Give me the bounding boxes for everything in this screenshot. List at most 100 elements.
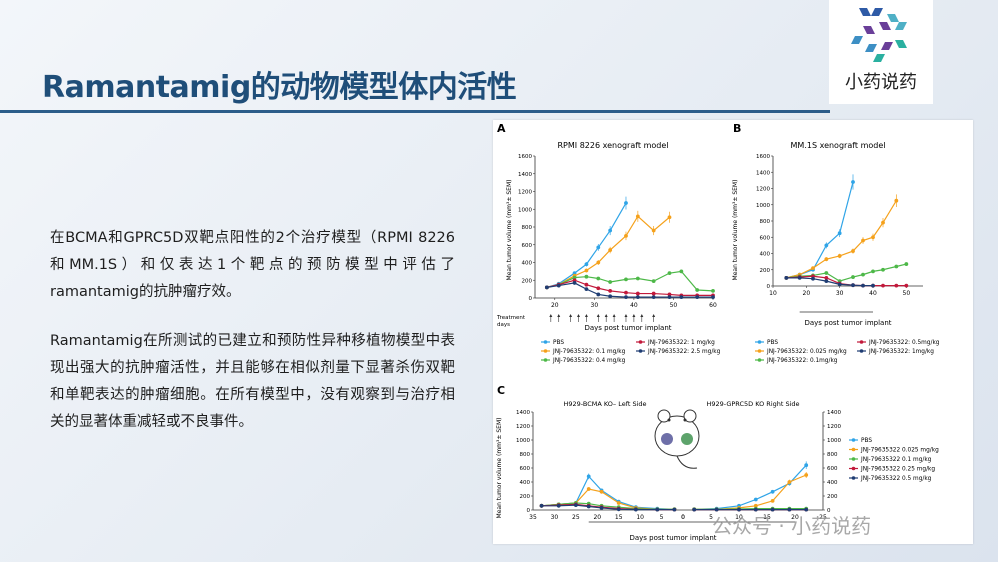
panel-a-y-tick-label: 1000: [518, 207, 532, 213]
panel-c-x-tick-label-left: 5: [660, 514, 664, 521]
panel-c-x-tick-label-left: 30: [551, 514, 559, 521]
panel-b-legend-marker: [859, 340, 864, 344]
treatment-arrowhead: [569, 314, 573, 317]
panel-a-data-point: [635, 214, 640, 219]
panel-b-y-tick-label: 1400: [756, 170, 770, 176]
panel-c-x-tick-label-right: 10: [735, 514, 743, 521]
panel-b-data-point: [861, 272, 865, 277]
panel-c-title-right: H929-GPRC5D KO Right Side: [706, 400, 799, 408]
panel-c-left-data-point: [672, 507, 677, 512]
panel-c-xlabel: Days post tumor implant: [629, 534, 716, 542]
panel-b-x-tick-label: 30: [836, 290, 844, 297]
panel-b-legend-label: JNJ-79635322: 0.1mg/kg: [766, 358, 838, 364]
panel-a-data-point: [596, 276, 601, 281]
treatment-arrowhead: [596, 314, 600, 317]
panel-c-y-tick-label-left: 400: [520, 480, 531, 486]
panel-c-x-tick-label-left: 0: [681, 514, 685, 521]
panel-b-data-point: [894, 283, 899, 288]
treatment-arrowhead: [577, 314, 581, 317]
panel-b-legend-label: JNJ-79635322: 0.025 mg/kg: [766, 349, 847, 355]
panel-b-x-tick-label: 20: [803, 290, 811, 297]
panel-b-xlabel: Days post tumor implant: [804, 319, 891, 327]
panel-a-data-point: [584, 268, 589, 273]
panel-b-data-point: [851, 275, 855, 279]
panel-c-left-data-point: [539, 503, 544, 508]
panel-b-title: MM.1S xenograft model: [791, 141, 886, 150]
panel-c-x-tick-label-right: 15: [763, 514, 771, 521]
panel-a-label: A: [497, 122, 506, 135]
panel-c-legend-marker: [851, 447, 856, 452]
panel-a-data-point: [651, 228, 656, 233]
panel-c-y-tick-label-left: 800: [520, 452, 531, 458]
panel-c-x-tick-label-right: 0: [681, 514, 685, 521]
panel-c-right-data-point: [787, 480, 792, 484]
panel-c-y-tick-label-left: 200: [520, 494, 531, 500]
panel-a-data-point: [624, 201, 628, 205]
panel-c-right-data-point: [770, 499, 775, 503]
panel-a-y-tick-label: 800: [522, 225, 533, 231]
panel-c-right-data-point: [714, 507, 719, 512]
panel-c-right-data-point: [787, 507, 792, 512]
panel-a-data-point: [584, 274, 589, 279]
watermark: 公众号 · 小药说药: [712, 514, 872, 538]
panel-a-data-point: [679, 269, 684, 274]
panel-b-label: B: [733, 122, 741, 135]
panel-b-data-point: [797, 275, 802, 280]
panel-a-series-line: [546, 202, 627, 288]
panel-b-data-point: [824, 279, 829, 284]
logo-mark-icon: [851, 8, 907, 62]
panel-c-x-tick-label-left: 10: [636, 514, 644, 521]
treatment-arrowhead: [557, 314, 561, 317]
panel-a-data-point: [572, 278, 577, 283]
treatment-arrowhead: [632, 314, 636, 317]
panel-b-legend: PBS JNJ-79635322: 0.5mg/kg JNJ-79635322: 0…: [755, 340, 940, 364]
panel-a-data-point: [651, 295, 656, 300]
panel-a-y-tick-label: 1400: [518, 172, 532, 178]
panel-a-legend: PBS JNJ-79635322: 1 mg/kg JNJ-79635322: 0.…: [541, 340, 721, 364]
panel-c-right-data-point: [804, 463, 809, 468]
panel-a-xlabel: Days post tumor implant: [584, 324, 671, 332]
treatment-label: Treatment: [496, 315, 526, 321]
panel-c-right-data-point: [692, 507, 697, 512]
panel-a-data-point: [711, 295, 715, 300]
panel-b-y-tick-label: 0: [767, 284, 771, 290]
logo: 小药说药: [829, 0, 933, 104]
panel-c-legend-label: PBS: [861, 438, 872, 444]
panel-a-legend-marker: [638, 340, 643, 344]
panel-b-plot: 0 200 400 600 800 1000 1200 1400 1600 10 20 30 40 50: [756, 154, 923, 313]
panel-b-legend-label: PBS: [767, 340, 778, 346]
panel-a-series-line: [546, 215, 670, 288]
panel-c-right-data-point: [804, 473, 809, 477]
panel-c-y-tick-label-left: 1400: [516, 410, 530, 416]
panel-a-data-point: [572, 275, 577, 280]
treatment-arrowhead: [584, 314, 588, 317]
panel-c-legend-label: JNJ-79635322 0.5 mg/kg: [860, 476, 932, 482]
panel-b-legend-label: JNJ-79635322: 1mg/kg: [868, 349, 934, 355]
panel-c-y-tick-label-right: 1000: [827, 438, 841, 444]
panel-a-y-tick-label: 600: [522, 243, 533, 249]
panel-a-data-point: [608, 248, 613, 252]
paragraph-summary: 在BCMA和GPRC5D双靶点阳性的2个治疗模型（RPMI 8226和MM.1S…: [50, 230, 455, 300]
panel-c-y-tick-label-left: 0: [527, 508, 531, 514]
panel-a-legend-marker: [543, 349, 548, 353]
panel-b-y-tick-label: 800: [760, 219, 771, 225]
panel-a-legend-label: PBS: [553, 340, 564, 346]
panel-c-legend: PBS JNJ-79635322 0.025 mg/kg JNJ-79635322 …: [849, 438, 939, 482]
panel-a-data-point: [608, 280, 613, 284]
panel-a-y-tick-label: 1200: [518, 190, 532, 196]
panel-b-y-tick-label: 1600: [756, 154, 770, 160]
panel-a-data-point: [667, 215, 672, 220]
panel-a-data-point: [584, 262, 589, 267]
panel-c-y-tick-label-right: 400: [827, 480, 838, 486]
panel-c-left-data-point: [586, 504, 591, 509]
panel-b-x-tick-label: 50: [903, 290, 911, 297]
panel-c-left-data-point: [586, 474, 591, 479]
panel-a-y-tick-label: 400: [522, 261, 533, 267]
panel-c-ylabel: Mean tumor volume (mm³± SEM): [496, 418, 503, 519]
panel-b-y-tick-label: 1200: [756, 187, 770, 193]
panel-b-y-tick-label: 600: [760, 235, 771, 241]
panel-c-y-tick-label-right: 1400: [827, 410, 841, 416]
panel-a-legend-marker: [543, 358, 548, 362]
treatment-arrowhead: [549, 314, 553, 317]
panel-a-x-tick-label: 50: [670, 302, 678, 309]
